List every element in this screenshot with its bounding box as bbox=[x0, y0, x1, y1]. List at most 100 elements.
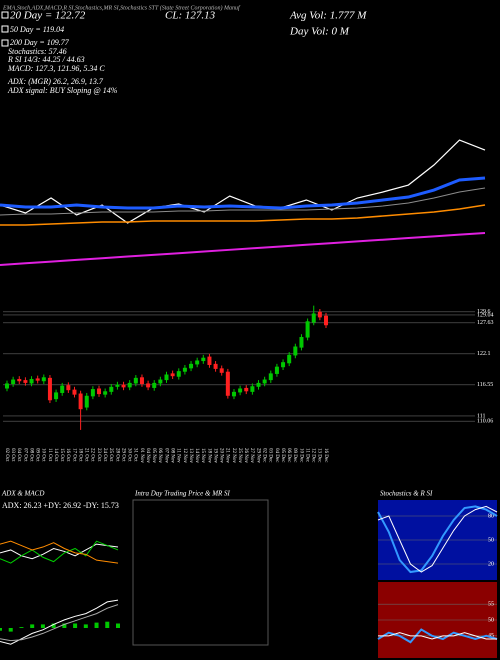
x-tick-label: 24 Oct bbox=[102, 448, 107, 462]
candle-body bbox=[146, 383, 151, 388]
candle-body bbox=[176, 371, 181, 377]
bar bbox=[19, 627, 24, 628]
panel-title: Stochastics & R SI bbox=[380, 490, 433, 498]
x-tick-label: 15 Nov bbox=[200, 448, 205, 463]
x-tick-label: 28 Oct bbox=[114, 448, 119, 462]
bar bbox=[0, 628, 2, 631]
x-tick-label: 18 Oct bbox=[77, 448, 82, 462]
series-line bbox=[0, 540, 119, 564]
candle-body bbox=[133, 377, 138, 384]
x-tick-label: 03 Dec bbox=[268, 448, 273, 463]
candle-body bbox=[11, 379, 16, 385]
y-tick-label: 50 bbox=[488, 617, 494, 623]
x-tick-label: 08 Oct bbox=[28, 448, 33, 462]
x-tick-label: 19 Nov bbox=[212, 448, 217, 463]
x-tick-label: 22 Oct bbox=[90, 448, 95, 462]
x-tick-label: 13 Nov bbox=[188, 448, 193, 463]
bar bbox=[105, 621, 110, 628]
series-line bbox=[0, 187, 486, 216]
x-tick-label: 25 Nov bbox=[237, 448, 242, 463]
candle-body bbox=[164, 374, 169, 381]
avg-volume: Avg Vol: 1.777 M bbox=[289, 10, 367, 22]
y-tick-label: 116.55 bbox=[477, 382, 493, 388]
candle-body bbox=[103, 391, 108, 395]
series-line bbox=[0, 204, 486, 226]
bar bbox=[116, 623, 120, 628]
x-tick-label: 12 Nov bbox=[182, 448, 187, 463]
candle-body bbox=[47, 377, 52, 401]
panel-title: Intra Day Trading Price & MR SI bbox=[134, 490, 231, 498]
candle-body bbox=[17, 378, 22, 382]
macd-label: MACD: 127.3, 121.96, 5.34 C bbox=[7, 64, 105, 73]
x-tick-label: 16 Oct bbox=[65, 448, 70, 462]
series-line bbox=[0, 540, 119, 564]
candle-body bbox=[250, 386, 255, 392]
x-tick-label: 13 Dec bbox=[317, 448, 322, 463]
candle-body bbox=[231, 391, 236, 397]
series-line bbox=[0, 176, 486, 210]
series-line bbox=[377, 505, 498, 573]
candle-body bbox=[41, 377, 46, 382]
x-tick-label: 27 Nov bbox=[249, 448, 254, 463]
bar bbox=[94, 622, 99, 628]
candle-body bbox=[244, 387, 249, 392]
x-tick-label: 16 Dec bbox=[323, 448, 328, 463]
x-tick-label: 04 Oct bbox=[16, 448, 21, 462]
bar bbox=[62, 623, 67, 628]
candle-body bbox=[127, 382, 132, 388]
series-line bbox=[378, 632, 497, 640]
x-tick-label: 07 Oct bbox=[22, 448, 27, 462]
x-tick-label: 18 Nov bbox=[206, 448, 211, 463]
candle-body bbox=[281, 362, 286, 368]
candle-body bbox=[213, 363, 218, 369]
bar bbox=[40, 624, 45, 628]
swatch bbox=[1, 39, 9, 47]
candle-body bbox=[158, 379, 163, 384]
candle-body bbox=[317, 311, 322, 318]
x-tick-label: 10 Dec bbox=[298, 448, 303, 463]
bar bbox=[83, 624, 88, 628]
x-tick-label: 29 Nov bbox=[255, 448, 260, 463]
x-tick-label: 25 Oct bbox=[108, 448, 113, 462]
x-tick-label: 30 Oct bbox=[127, 448, 132, 462]
series-line bbox=[0, 604, 119, 642]
x-tick-label: 10 Oct bbox=[41, 448, 46, 462]
candle-body bbox=[5, 383, 9, 389]
candle-body bbox=[238, 388, 243, 393]
bar bbox=[30, 624, 35, 628]
candle-body bbox=[305, 321, 310, 338]
x-tick-label: 01 Nov bbox=[139, 448, 144, 463]
candle-body bbox=[189, 363, 194, 369]
y-tick-label: 20 bbox=[488, 561, 494, 567]
x-tick-label: 09 Oct bbox=[35, 448, 40, 462]
x-tick-label: 05 Dec bbox=[280, 448, 285, 463]
x-tick-label: 14 Oct bbox=[53, 448, 58, 462]
candle-body bbox=[29, 378, 34, 384]
candle-body bbox=[182, 367, 187, 372]
x-tick-label: 07 Nov bbox=[163, 448, 168, 463]
candle-body bbox=[78, 393, 83, 410]
x-tick-label: 06 Dec bbox=[286, 448, 291, 463]
adx-label: ADX: (MGR) 26.2, 26.9, 13.7 bbox=[7, 77, 104, 86]
candle-body bbox=[195, 360, 200, 365]
x-tick-label: 05 Nov bbox=[151, 448, 156, 463]
candle-body bbox=[170, 373, 175, 377]
x-tick-label: 20 Nov bbox=[219, 448, 224, 463]
ma20-label: 20 Day = 122.72 bbox=[10, 10, 86, 22]
header-title: EMA,Stoch,ADX,MACD,R SI,Stochastics,MR S… bbox=[2, 4, 241, 11]
x-tick-label: 15 Oct bbox=[59, 448, 64, 462]
candle-body bbox=[23, 380, 28, 383]
candle-body bbox=[54, 392, 59, 400]
x-tick-label: 23 Oct bbox=[96, 448, 101, 462]
x-tick-label: 02 Dec bbox=[262, 448, 267, 463]
candle-body bbox=[84, 395, 89, 408]
y-tick-label: 55 bbox=[488, 602, 494, 608]
day-volume: Day Vol: 0 M bbox=[289, 26, 350, 38]
candle-body bbox=[256, 382, 261, 387]
x-tick-label: 12 Dec bbox=[311, 448, 316, 463]
series-line bbox=[377, 505, 498, 574]
candle-body bbox=[201, 357, 206, 362]
swatch bbox=[1, 25, 9, 33]
candle-body bbox=[139, 377, 144, 385]
